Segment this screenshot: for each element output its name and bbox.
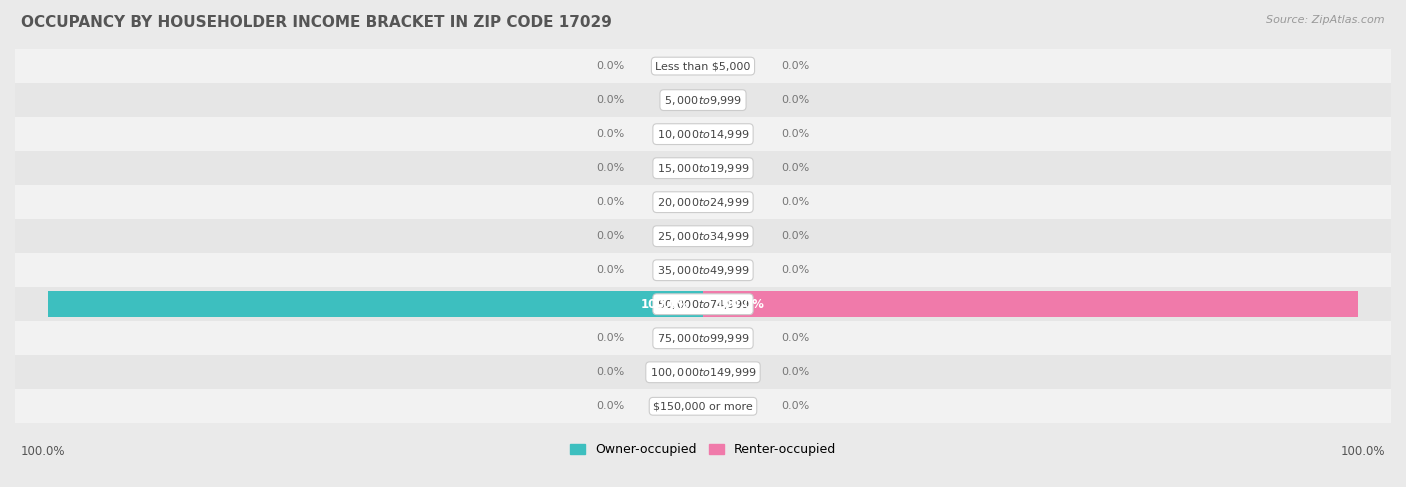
Text: $100,000 to $149,999: $100,000 to $149,999 (650, 366, 756, 379)
Text: $75,000 to $99,999: $75,000 to $99,999 (657, 332, 749, 345)
Text: 100.0%: 100.0% (716, 298, 765, 311)
Text: 0.0%: 0.0% (782, 333, 810, 343)
Text: 0.0%: 0.0% (782, 95, 810, 105)
Bar (15, 83, 1391, 117)
Text: 0.0%: 0.0% (782, 163, 810, 173)
Text: 0.0%: 0.0% (782, 367, 810, 377)
Bar (703, 292, 1358, 317)
Bar (15, 49, 1391, 83)
Text: 0.0%: 0.0% (596, 231, 624, 241)
Text: 0.0%: 0.0% (782, 61, 810, 71)
Text: 0.0%: 0.0% (596, 333, 624, 343)
Bar (15, 389, 1391, 423)
Text: $35,000 to $49,999: $35,000 to $49,999 (657, 264, 749, 277)
Text: 0.0%: 0.0% (596, 367, 624, 377)
Text: 0.0%: 0.0% (782, 401, 810, 412)
Text: $5,000 to $9,999: $5,000 to $9,999 (664, 94, 742, 107)
Text: 0.0%: 0.0% (596, 163, 624, 173)
Text: 0.0%: 0.0% (782, 265, 810, 275)
Text: $50,000 to $74,999: $50,000 to $74,999 (657, 298, 749, 311)
Bar (48, 292, 703, 317)
Bar (15, 355, 1391, 389)
Text: $20,000 to $24,999: $20,000 to $24,999 (657, 196, 749, 208)
Bar (15, 321, 1391, 355)
Text: $150,000 or more: $150,000 or more (654, 401, 752, 412)
Text: 0.0%: 0.0% (782, 129, 810, 139)
Bar (15, 287, 1391, 321)
Text: 100.0%: 100.0% (21, 445, 66, 458)
Text: 0.0%: 0.0% (782, 197, 810, 207)
Text: Source: ZipAtlas.com: Source: ZipAtlas.com (1267, 15, 1385, 25)
Text: 0.0%: 0.0% (596, 61, 624, 71)
Text: 0.0%: 0.0% (596, 129, 624, 139)
Text: $15,000 to $19,999: $15,000 to $19,999 (657, 162, 749, 175)
Text: OCCUPANCY BY HOUSEHOLDER INCOME BRACKET IN ZIP CODE 17029: OCCUPANCY BY HOUSEHOLDER INCOME BRACKET … (21, 15, 612, 30)
Text: 0.0%: 0.0% (596, 197, 624, 207)
Text: Less than $5,000: Less than $5,000 (655, 61, 751, 71)
Legend: Owner-occupied, Renter-occupied: Owner-occupied, Renter-occupied (565, 438, 841, 461)
Text: 0.0%: 0.0% (782, 231, 810, 241)
Text: $10,000 to $14,999: $10,000 to $14,999 (657, 128, 749, 141)
Text: 100.0%: 100.0% (641, 298, 690, 311)
Bar (15, 219, 1391, 253)
Text: 0.0%: 0.0% (596, 95, 624, 105)
Text: $25,000 to $34,999: $25,000 to $34,999 (657, 230, 749, 243)
Bar (15, 151, 1391, 185)
Text: 0.0%: 0.0% (596, 265, 624, 275)
Bar (15, 253, 1391, 287)
Bar (15, 185, 1391, 219)
Bar (15, 117, 1391, 151)
Text: 100.0%: 100.0% (1340, 445, 1385, 458)
Text: 0.0%: 0.0% (596, 401, 624, 412)
